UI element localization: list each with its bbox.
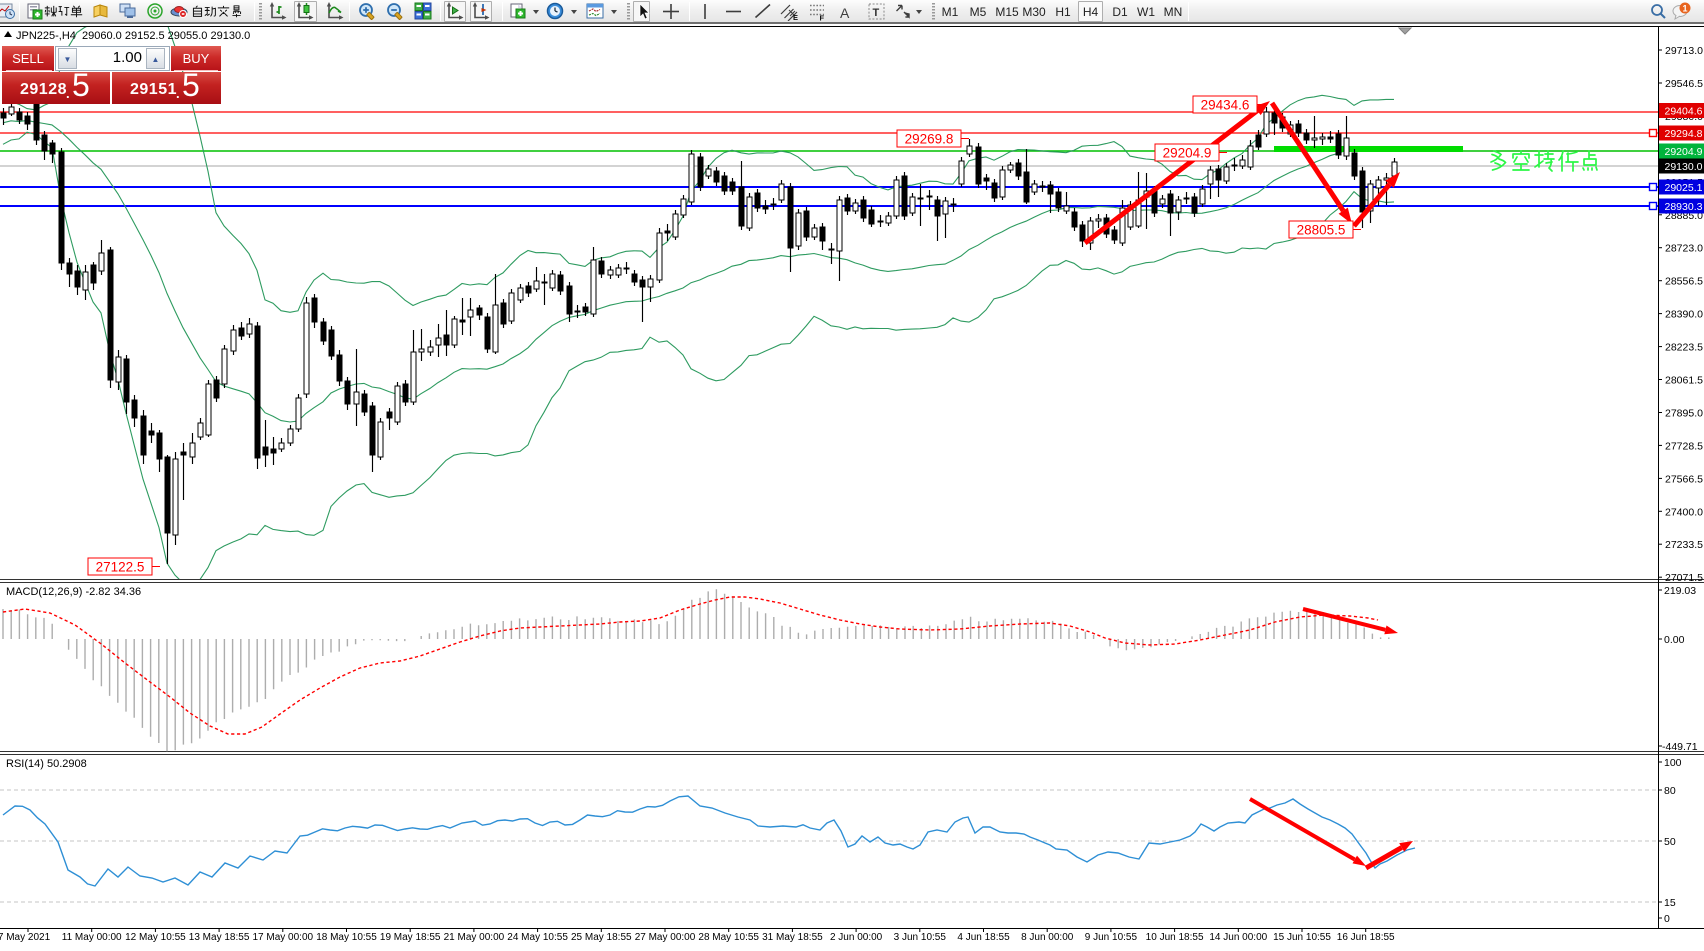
svg-text:28 May 10:55: 28 May 10:55	[698, 932, 759, 943]
svg-text:28061.5: 28061.5	[1665, 375, 1703, 387]
svg-text:100: 100	[1664, 757, 1682, 769]
svg-text:2 Jun 00:00: 2 Jun 00:00	[830, 932, 883, 943]
svg-text:E: E	[793, 13, 798, 21]
svg-text:25 May 18:55: 25 May 18:55	[571, 932, 632, 943]
svg-text:0.00: 0.00	[1664, 634, 1685, 646]
svg-text:27233.5: 27233.5	[1665, 539, 1703, 551]
svg-text:24 May 10:55: 24 May 10:55	[507, 932, 568, 943]
svg-text:28930.3: 28930.3	[1665, 201, 1703, 213]
svg-text:50: 50	[1664, 836, 1676, 848]
svg-text:29269.8: 29269.8	[905, 132, 954, 147]
svg-text:3 Jun 10:55: 3 Jun 10:55	[894, 932, 947, 943]
svg-text:1: 1	[1682, 4, 1687, 14]
svg-text:29434.6: 29434.6	[1201, 98, 1250, 113]
svg-text:21 May 00:00: 21 May 00:00	[444, 932, 505, 943]
svg-text:27122.5: 27122.5	[96, 560, 145, 575]
svg-text:27895.0: 27895.0	[1665, 408, 1703, 420]
svg-text:27400.0: 27400.0	[1665, 506, 1703, 518]
svg-text:219.03: 219.03	[1664, 585, 1696, 597]
svg-text:28390.0: 28390.0	[1665, 309, 1703, 321]
svg-text:-449.71: -449.71	[1662, 741, 1698, 753]
svg-text:0: 0	[1664, 913, 1670, 925]
svg-text:28556.5: 28556.5	[1665, 276, 1703, 288]
svg-text:12 May 10:55: 12 May 10:55	[125, 932, 186, 943]
svg-text:15 Jun 10:55: 15 Jun 10:55	[1273, 932, 1331, 943]
svg-text:19 May 18:55: 19 May 18:55	[380, 932, 441, 943]
svg-text:14 Jun 00:00: 14 Jun 00:00	[1209, 932, 1267, 943]
svg-text:11 May 00:00: 11 May 00:00	[62, 932, 122, 943]
svg-text:27566.5: 27566.5	[1665, 473, 1703, 485]
svg-text:T: T	[873, 7, 880, 19]
svg-text:4 Jun 18:55: 4 Jun 18:55	[957, 932, 1010, 943]
svg-text:29294.8: 29294.8	[1665, 128, 1703, 140]
svg-text:7 May 2021: 7 May 2021	[0, 932, 51, 943]
svg-text:29204.9: 29204.9	[1163, 146, 1212, 161]
svg-text:JPN225-,H4 29060.0 29152.5 29: JPN225-,H4 29060.0 29152.5 29055.0 29130…	[16, 30, 250, 42]
svg-text:29130.0: 29130.0	[1665, 161, 1703, 173]
svg-text:MACD(12,26,9) -2.82 34.36: MACD(12,26,9) -2.82 34.36	[6, 586, 141, 598]
svg-text:10 Jun 18:55: 10 Jun 18:55	[1146, 932, 1204, 943]
svg-text:29546.5: 29546.5	[1665, 78, 1703, 90]
svg-text:28805.5: 28805.5	[1297, 223, 1346, 238]
svg-text:27728.5: 27728.5	[1665, 440, 1703, 452]
svg-text:9 Jun 10:55: 9 Jun 10:55	[1085, 932, 1138, 943]
svg-text:8 Jun 00:00: 8 Jun 00:00	[1021, 932, 1074, 943]
svg-text:RSI(14) 50.2908: RSI(14) 50.2908	[6, 758, 87, 770]
svg-text:80: 80	[1664, 785, 1676, 797]
svg-text:27071.5: 27071.5	[1665, 572, 1703, 584]
svg-text:29404.6: 29404.6	[1665, 106, 1703, 118]
svg-text:31 May 18:55: 31 May 18:55	[762, 932, 823, 943]
svg-text:16 Jun 18:55: 16 Jun 18:55	[1337, 932, 1395, 943]
svg-text:28723.0: 28723.0	[1665, 243, 1703, 255]
svg-text:15: 15	[1664, 897, 1676, 909]
svg-text:17 May 00:00: 17 May 00:00	[252, 932, 313, 943]
svg-text:F: F	[820, 14, 825, 22]
svg-text:29713.0: 29713.0	[1665, 45, 1703, 57]
svg-text:27 May 00:00: 27 May 00:00	[635, 932, 696, 943]
svg-text:18 May 10:55: 18 May 10:55	[316, 932, 377, 943]
svg-text:29204.9: 29204.9	[1665, 146, 1703, 158]
svg-text:13 May 18:55: 13 May 18:55	[189, 932, 250, 943]
svg-text:28223.5: 28223.5	[1665, 342, 1703, 354]
svg-text:29025.1: 29025.1	[1665, 182, 1703, 194]
